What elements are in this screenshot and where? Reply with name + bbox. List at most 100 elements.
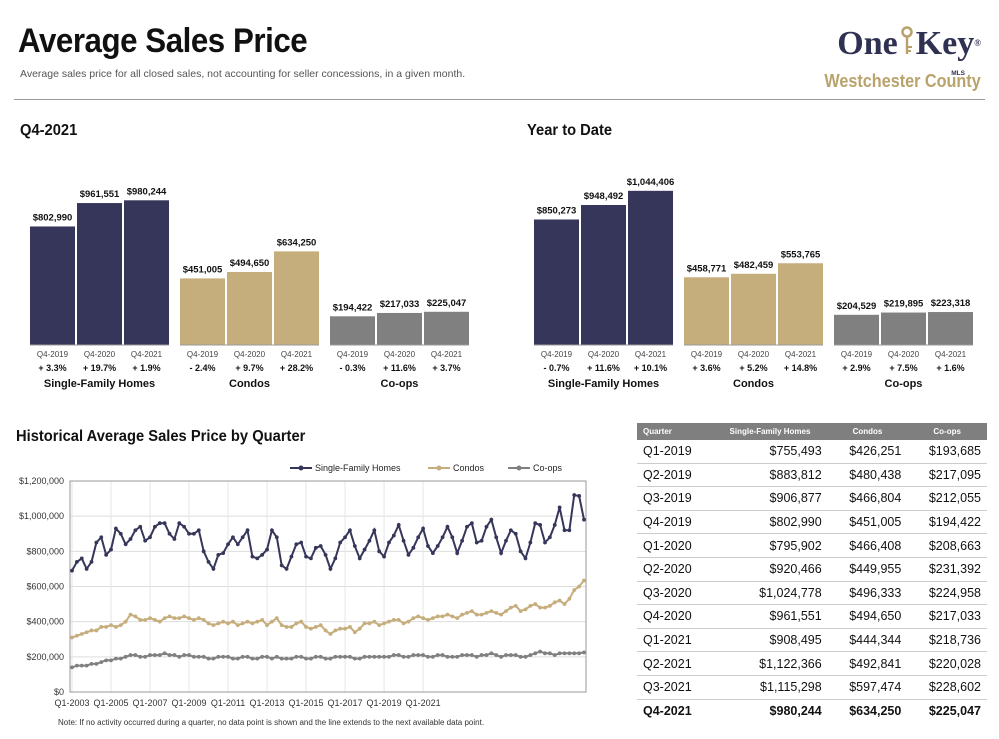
- table-cell: Q4-2019: [637, 510, 713, 535]
- hist-point: [406, 619, 411, 624]
- hist-point: [84, 663, 89, 668]
- hist-point: [133, 614, 138, 619]
- ytd-tick-label: Q4-2020: [888, 350, 920, 359]
- hist-point: [138, 654, 143, 659]
- ytd-tick-label: Q4-2019: [541, 350, 573, 359]
- hist-point: [426, 544, 430, 548]
- hist-point: [138, 524, 143, 529]
- hist-point: [304, 554, 308, 559]
- hist-point: [109, 547, 113, 552]
- table-cell: $466,804: [827, 486, 908, 511]
- hist-point: [372, 654, 377, 659]
- q4-bar-label: $217,033: [380, 299, 420, 310]
- hist-point: [187, 653, 191, 657]
- hist-point: [255, 656, 260, 661]
- ytd-bar: [628, 190, 673, 345]
- ytd-bar-label: $553,765: [781, 249, 821, 260]
- ytd-tick-label: Q4-2021: [935, 350, 967, 359]
- table-cell: $426,251: [827, 440, 908, 464]
- hist-point: [552, 523, 557, 527]
- hist-point: [460, 538, 464, 543]
- hist-point: [450, 654, 455, 659]
- hist-point: [196, 616, 201, 621]
- hist-point: [299, 540, 304, 545]
- hist-legend-marker: [516, 465, 522, 471]
- hist-point: [235, 542, 240, 547]
- table-cell: $449,955: [827, 557, 908, 582]
- hist-point: [357, 656, 362, 661]
- table-cell: Q1-2021: [637, 628, 713, 653]
- hist-point: [133, 528, 138, 533]
- hist-point: [250, 554, 255, 559]
- hist-point: [318, 623, 323, 628]
- chart-note: Note: If no activity occurred during a q…: [58, 718, 485, 727]
- table-cell: Q3-2021: [637, 675, 713, 700]
- county-name: Westchester County: [824, 71, 981, 91]
- quarterly-table: Quarter Single-Family Homes Condos Co-ops Q…: [637, 423, 987, 722]
- hist-point: [445, 612, 450, 617]
- table-cell: $231,392: [907, 557, 987, 582]
- hist-point: [172, 653, 177, 657]
- hist-point: [479, 612, 484, 617]
- hist-point: [577, 651, 582, 656]
- hist-point: [367, 654, 372, 659]
- hist-point: [396, 653, 401, 657]
- hist-point: [157, 653, 162, 657]
- hist-legend-label: Co-ops: [533, 463, 563, 473]
- hist-point: [352, 544, 357, 548]
- table-cell: $217,033: [907, 604, 987, 629]
- q4-change-label: + 3.7%: [432, 363, 460, 373]
- hist-point: [426, 654, 430, 659]
- hist-point: [274, 535, 279, 540]
- q4-tick-label: Q4-2019: [337, 350, 369, 359]
- table-cell: $193,685: [907, 440, 987, 464]
- hist-point: [240, 654, 245, 659]
- q4-bar-label: $634,250: [277, 237, 317, 248]
- hist-point: [133, 653, 138, 657]
- hist-point: [465, 610, 469, 615]
- section-title-q4: Q4-2021: [20, 122, 78, 139]
- hist-y-tick-label: $1,200,000: [19, 476, 64, 486]
- hist-point: [74, 633, 79, 638]
- hist-point: [396, 523, 401, 527]
- table-cell: $220,028: [907, 651, 987, 676]
- hist-point: [333, 556, 338, 561]
- hist-point: [479, 653, 484, 657]
- hist-point: [391, 618, 396, 622]
- hist-point: [143, 654, 148, 659]
- hist-point: [401, 621, 406, 626]
- hist-point: [192, 654, 196, 659]
- hist-point: [182, 524, 187, 529]
- hist-point: [148, 616, 152, 621]
- hist-x-tick-label: Q1-2007: [133, 698, 168, 708]
- hist-point: [279, 656, 284, 661]
- hist-point: [289, 554, 294, 559]
- hist-point: [504, 609, 508, 614]
- onekey-logo: One Key® MLS Westchester County: [807, 26, 981, 92]
- hist-point: [543, 540, 547, 545]
- q4-bar-label: $802,990: [33, 212, 73, 223]
- table-cell: $466,408: [827, 533, 908, 558]
- hist-point: [162, 521, 167, 526]
- hist-legend-label: Condos: [453, 463, 485, 473]
- q4-bar: [330, 316, 375, 345]
- table-cell: Q1-2020: [637, 533, 713, 558]
- table-cell: $194,422: [907, 510, 987, 535]
- q4-tick-label: Q4-2021: [281, 350, 313, 359]
- table-cell: $795,902: [712, 533, 828, 558]
- hist-point: [270, 528, 274, 533]
- hist-point: [538, 649, 543, 654]
- hist-point: [489, 651, 494, 656]
- historical-line-chart: $0 $200,000 $400,000 $600,000 $800,000 $1,000…: [19, 463, 587, 708]
- ytd-change-label: - 0.7%: [543, 363, 569, 373]
- hist-point: [260, 618, 265, 622]
- hist-x-tick-label: Q1-2003: [54, 698, 89, 708]
- hist-point: [440, 535, 445, 540]
- hist-point: [474, 540, 479, 545]
- hist-point: [201, 549, 206, 554]
- hist-point: [70, 635, 74, 640]
- hist-point: [240, 621, 245, 626]
- hist-point: [562, 528, 567, 533]
- hist-point: [528, 540, 533, 545]
- hist-point: [567, 596, 572, 601]
